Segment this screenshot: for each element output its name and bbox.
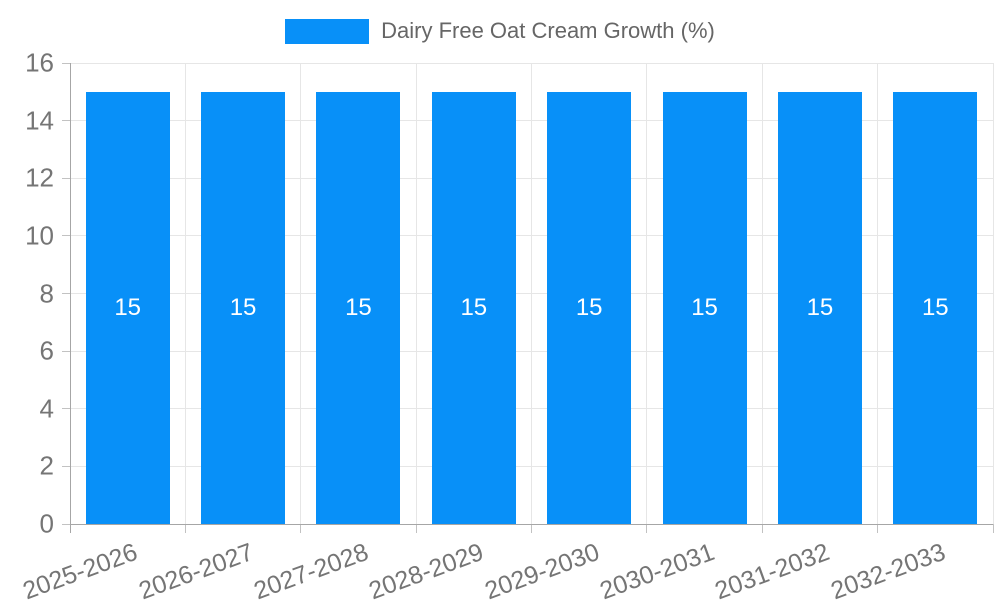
y-tick-label: 2 [39, 450, 54, 481]
y-tick-mark [62, 62, 70, 64]
y-tick-mark [62, 177, 70, 179]
x-tick-mark [531, 524, 532, 533]
x-tick-label: 2029-2030 [480, 538, 603, 606]
y-tick-mark [62, 350, 70, 352]
y-tick-label: 14 [25, 105, 54, 136]
legend-label: Dairy Free Oat Cream Growth (%) [381, 18, 715, 43]
bar-value-label: 15 [921, 293, 949, 321]
v-gridline [761, 63, 763, 524]
v-gridline [531, 63, 532, 524]
legend-swatch [285, 18, 370, 44]
x-tick-label: 2027-2028 [250, 538, 373, 606]
v-gridline [992, 63, 994, 524]
bar-value-label: 15 [345, 293, 372, 321]
bar-value-label: 15 [575, 293, 603, 321]
y-tick-mark [62, 120, 70, 122]
y-tick-label: 4 [39, 393, 54, 424]
y-tick-label: 0 [39, 508, 54, 539]
bar[interactable]: 15 [662, 91, 747, 524]
v-gridline [300, 63, 302, 524]
bar-value-label: 15 [806, 293, 834, 321]
x-tick-label: 2030-2031 [596, 538, 719, 606]
y-tick-label: 12 [25, 162, 54, 193]
x-tick-label: 2028-2029 [365, 538, 488, 606]
x-tick-label: 2032-2033 [826, 538, 949, 606]
x-tick-mark [646, 524, 648, 533]
bar[interactable]: 15 [201, 91, 286, 524]
legend[interactable]: Dairy Free Oat Cream Growth (%) [0, 18, 1000, 44]
v-gridline [646, 63, 648, 524]
x-axis-line [70, 524, 993, 525]
y-tick-label: 8 [39, 278, 54, 308]
x-tick-label: 2031-2032 [711, 538, 834, 606]
bar-value-label: 15 [691, 293, 718, 321]
bar[interactable]: 15 [316, 91, 401, 524]
x-tick-mark [184, 524, 186, 533]
x-tick-mark [877, 524, 879, 533]
bar-value-label: 15 [460, 293, 488, 321]
y-tick-mark [62, 465, 70, 467]
y-tick-mark [62, 523, 70, 525]
y-tick-label: 10 [25, 220, 54, 251]
bar[interactable]: 15 [547, 91, 632, 524]
x-tick-mark [992, 524, 994, 533]
bar[interactable]: 15 [893, 91, 978, 524]
bar[interactable]: 15 [85, 91, 170, 524]
bar-value-label: 15 [229, 293, 257, 321]
x-tick-label: 2025-2026 [19, 538, 142, 606]
x-tick-label: 2026-2027 [134, 538, 257, 606]
x-tick-mark [415, 524, 417, 533]
y-tick-mark [62, 408, 70, 410]
v-gridline [877, 63, 879, 524]
bar[interactable]: 15 [777, 91, 862, 524]
x-tick-mark [300, 524, 302, 533]
y-tick-label: 6 [39, 335, 54, 366]
x-tick-mark [761, 524, 763, 533]
bar[interactable]: 15 [431, 91, 516, 524]
y-tick-label: 16 [25, 47, 54, 78]
y-tick-mark [62, 293, 70, 294]
v-gridline [184, 63, 186, 524]
y-tick-mark [62, 235, 70, 237]
y-axis-line [70, 63, 71, 533]
v-gridline [415, 63, 417, 524]
bar-value-label: 15 [114, 293, 142, 321]
